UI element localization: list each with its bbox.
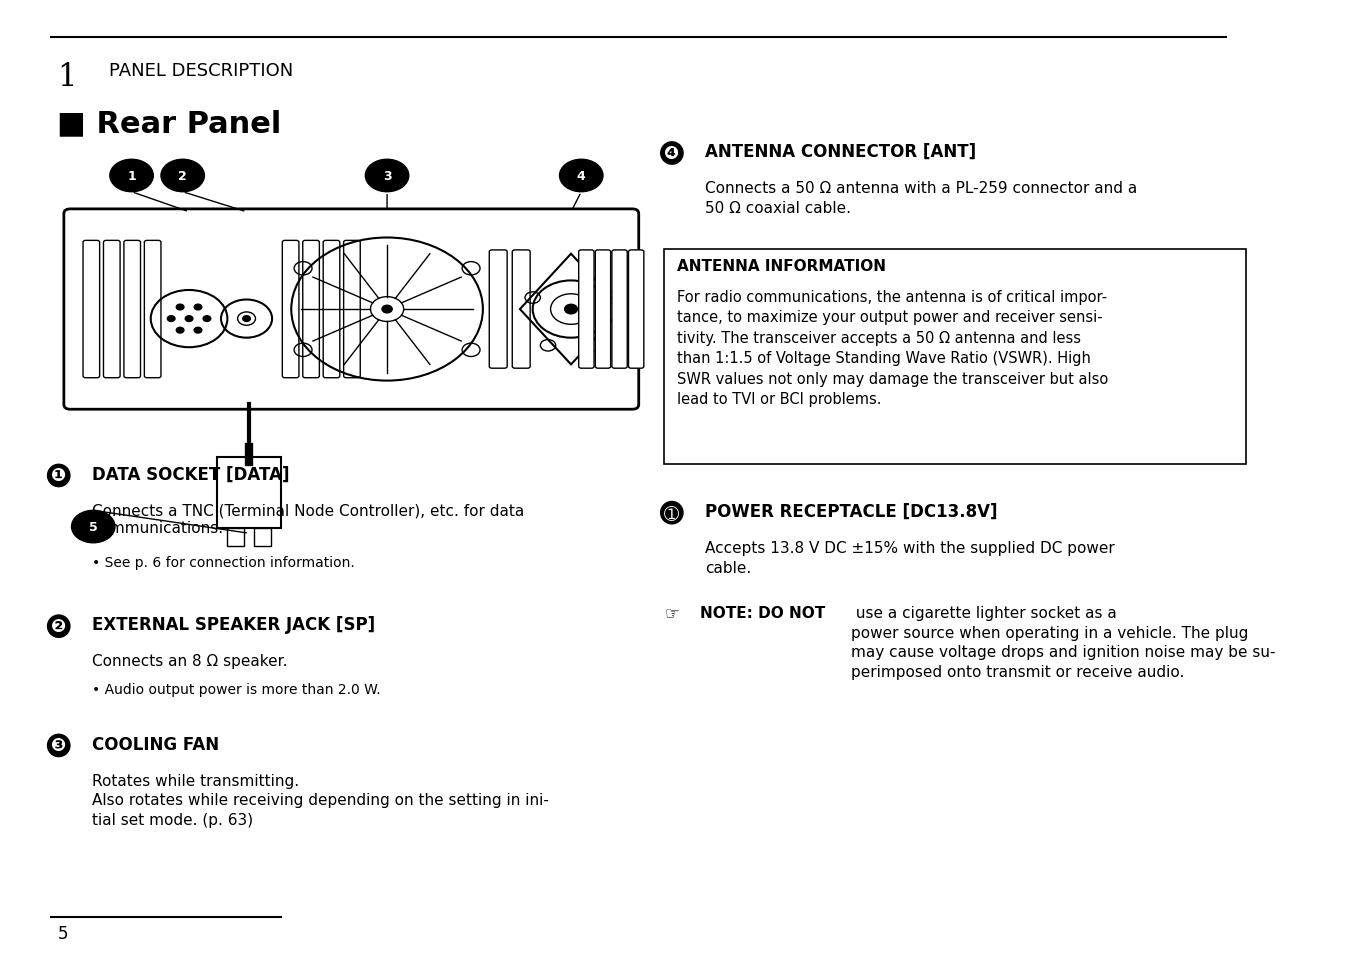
Text: 2: 2 — [178, 170, 187, 183]
Text: 5: 5 — [58, 924, 68, 943]
Text: • See p. 6 for connection information.: • See p. 6 for connection information. — [92, 556, 354, 570]
Text: COOLING FAN: COOLING FAN — [92, 735, 219, 753]
Text: ➀: ➀ — [664, 504, 680, 522]
Circle shape — [168, 316, 174, 322]
Circle shape — [110, 160, 153, 193]
Circle shape — [365, 160, 408, 193]
Circle shape — [176, 305, 184, 311]
Circle shape — [72, 511, 115, 543]
Text: For radio communications, the antenna is of critical impor-
tance, to maximize y: For radio communications, the antenna is… — [677, 290, 1109, 407]
Text: EXTERNAL SPEAKER JACK [SP]: EXTERNAL SPEAKER JACK [SP] — [92, 616, 375, 634]
Text: DATA SOCKET [DATA]: DATA SOCKET [DATA] — [92, 465, 289, 483]
Text: POWER RECEPTACLE [DC13.8V]: POWER RECEPTACLE [DC13.8V] — [706, 502, 998, 520]
Text: Connects a TNC (Terminal Node Controller), etc. for data
communications.: Connects a TNC (Terminal Node Controller… — [92, 503, 525, 536]
Text: Accepts 13.8 V DC ±15% with the supplied DC power
cable.: Accepts 13.8 V DC ±15% with the supplied… — [706, 540, 1115, 575]
FancyBboxPatch shape — [512, 251, 530, 369]
Text: 4: 4 — [577, 170, 585, 183]
Bar — [254, 529, 270, 546]
Circle shape — [565, 305, 577, 314]
FancyBboxPatch shape — [595, 251, 611, 369]
Text: ❶: ❶ — [51, 467, 66, 485]
FancyBboxPatch shape — [323, 241, 339, 378]
Circle shape — [161, 160, 204, 193]
FancyBboxPatch shape — [579, 251, 594, 369]
Circle shape — [560, 160, 603, 193]
Text: ANTENNA INFORMATION: ANTENNA INFORMATION — [677, 259, 886, 274]
Text: use a cigarette lighter socket as a
power source when operating in a vehicle. Th: use a cigarette lighter socket as a powe… — [850, 605, 1275, 679]
Text: 5: 5 — [89, 520, 97, 534]
Text: • Audio output power is more than 2.0 W.: • Audio output power is more than 2.0 W. — [92, 682, 381, 697]
Text: Rotates while transmitting.
Also rotates while receiving depending on the settin: Rotates while transmitting. Also rotates… — [92, 773, 549, 827]
Text: ❸: ❸ — [51, 737, 66, 755]
Bar — [227, 529, 243, 546]
Text: ❹: ❹ — [664, 145, 680, 163]
FancyBboxPatch shape — [343, 241, 360, 378]
FancyBboxPatch shape — [124, 241, 141, 378]
Text: ANTENNA CONNECTOR [ANT]: ANTENNA CONNECTOR [ANT] — [706, 143, 976, 161]
FancyBboxPatch shape — [612, 251, 627, 369]
FancyBboxPatch shape — [82, 241, 100, 378]
Text: ☞: ☞ — [664, 605, 679, 623]
Text: ■ Rear Panel: ■ Rear Panel — [58, 110, 281, 138]
Text: Connects a 50 Ω antenna with a PL-259 connector and a
50 Ω coaxial cable.: Connects a 50 Ω antenna with a PL-259 co… — [706, 181, 1137, 215]
Circle shape — [195, 328, 201, 334]
Text: PANEL DESCRIPTION: PANEL DESCRIPTION — [108, 62, 293, 80]
Text: 1: 1 — [127, 170, 137, 183]
Text: ❷: ❷ — [51, 618, 66, 636]
FancyBboxPatch shape — [629, 251, 644, 369]
FancyBboxPatch shape — [303, 241, 319, 378]
Text: Connects an 8 Ω speaker.: Connects an 8 Ω speaker. — [92, 654, 288, 669]
FancyBboxPatch shape — [283, 241, 299, 378]
Circle shape — [243, 316, 250, 322]
Text: 3: 3 — [383, 170, 391, 183]
Circle shape — [176, 328, 184, 334]
Circle shape — [195, 305, 201, 311]
Circle shape — [203, 316, 211, 322]
FancyBboxPatch shape — [489, 251, 507, 369]
FancyBboxPatch shape — [145, 241, 161, 378]
Bar — [218, 457, 281, 529]
Circle shape — [383, 306, 392, 314]
FancyBboxPatch shape — [64, 210, 638, 410]
FancyBboxPatch shape — [104, 241, 120, 378]
Circle shape — [185, 316, 193, 322]
Bar — [664, 250, 1245, 464]
Text: 1: 1 — [58, 62, 77, 92]
Text: NOTE: DO NOT: NOTE: DO NOT — [700, 605, 825, 620]
